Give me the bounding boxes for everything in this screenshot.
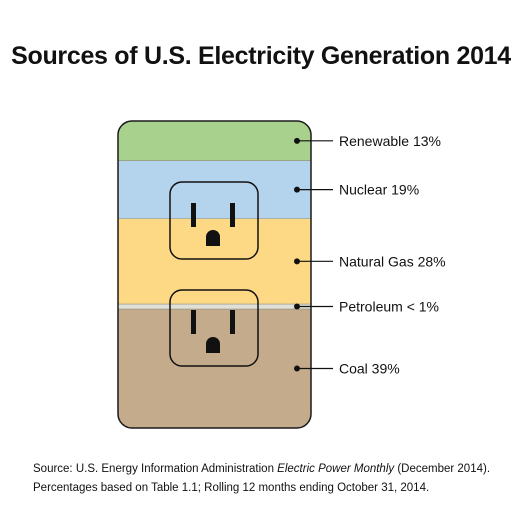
chart-title: Sources of U.S. Electricity Generation 2… (11, 42, 511, 70)
label-natural-gas: Natural Gas 28% (339, 253, 446, 269)
lower-outlet-ground-hole (206, 337, 220, 353)
segment-renewable (118, 121, 311, 161)
upper-outlet-slot-left (191, 203, 196, 227)
outlet-plate-border (117, 120, 312, 429)
outlets-group (169, 181, 259, 367)
lower-outlet-slot-right (230, 310, 235, 334)
source-suffix: (December 2014). (394, 463, 491, 475)
upper-outlet-frame (169, 181, 259, 260)
source-publication: Electric Power Monthly (277, 463, 395, 475)
label-renewable: Renewable 13% (339, 133, 441, 149)
segment-coal (118, 309, 311, 428)
label-coal: Coal 39% (339, 361, 400, 377)
upper-outlet-receptacle (169, 181, 259, 260)
labels-group: Renewable 13% Nuclear 19% Natural Gas 28% P… (294, 133, 446, 377)
upper-outlet-ground-hole (206, 230, 220, 246)
note-line: Percentages based on Table 1.1; Rolling … (33, 482, 430, 494)
lower-outlet-frame (169, 289, 259, 367)
label-petroleum: Petroleum < 1% (339, 299, 439, 315)
segment-petroleum (118, 304, 311, 310)
upper-outlet-slot-right (230, 203, 235, 227)
segments-group (118, 121, 311, 428)
lower-outlet-receptacle (169, 289, 259, 367)
source-prefix: Source: U.S. Energy Information Administ… (33, 463, 278, 475)
source-line: Source: U.S. Energy Information Administ… (33, 460, 513, 479)
segment-nuclear (118, 160, 311, 219)
label-nuclear: Nuclear 19% (339, 182, 419, 198)
source-note: Source: U.S. Energy Information Administ… (33, 460, 513, 498)
lower-outlet-slot-left (191, 310, 196, 334)
